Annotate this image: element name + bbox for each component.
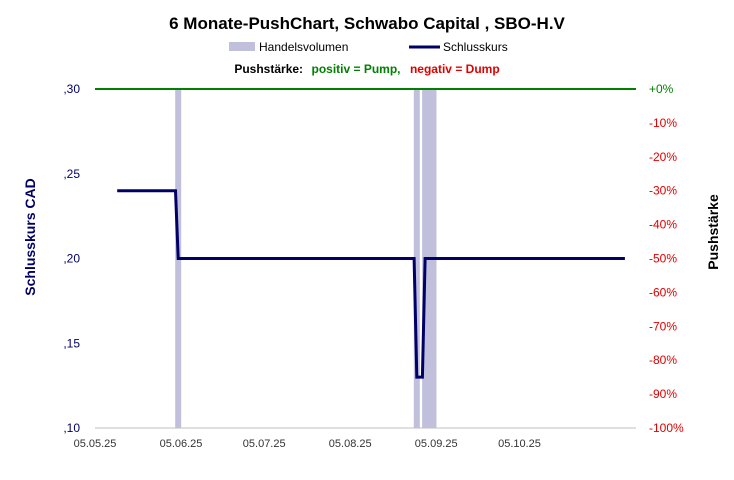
x-tick-3: 05.08.25	[329, 438, 372, 450]
pushstaerke-legend: Pushstärke: positiv = Pump, negativ = Du…	[234, 60, 499, 77]
legend: Handelsvolumen Schlusskurs	[229, 40, 508, 54]
y-tick-right-2: -20%	[649, 150, 677, 164]
pushstaerke-negative: negativ = Dump	[410, 62, 500, 76]
y-tick-left-1: ,25	[63, 167, 80, 181]
x-tick-4: 05.09.25	[415, 438, 458, 450]
y-tick-left-2: ,20	[63, 252, 80, 266]
y-tick-right-1: -10%	[649, 116, 677, 130]
y-tick-right-8: -80%	[649, 353, 677, 367]
series-line-schlusskurs	[117, 189, 625, 379]
x-tick-2: 05.07.25	[243, 438, 286, 450]
y-tick-left-3: ,15	[63, 336, 80, 350]
y-tick-right-7: -70%	[649, 319, 677, 333]
pushstaerke-label: Pushstärke:	[234, 62, 303, 76]
pushstaerke-positive: positiv = Pump,	[312, 62, 401, 76]
y-tick-right-9: -90%	[649, 387, 677, 401]
y-tick-right-5: -50%	[649, 252, 677, 266]
x-ticks: 05.05.25 05.06.25 05.07.25 05.08.25 05.09.25…	[74, 438, 541, 450]
y-ticks-left: ,30 ,25 ,20 ,15 ,10	[63, 82, 80, 435]
y-tick-left-0: ,30	[63, 82, 80, 96]
legend-label-close: Schlusskurs	[443, 40, 508, 54]
legend-label-volume: Handelsvolumen	[259, 40, 348, 54]
x-tick-1: 05.06.25	[160, 438, 203, 450]
y-tick-right-6: -60%	[649, 285, 677, 299]
legend-swatch-volume	[229, 42, 255, 51]
y-axis-label-right: Pushstärke	[705, 194, 721, 270]
y-axis-label-left: Schlusskurs CAD	[22, 178, 38, 295]
y-tick-right-0: +0%	[649, 82, 674, 96]
chart-title: 6 Monate-PushChart, Schwabo Capital , SB…	[169, 14, 565, 33]
x-tick-5: 05.10.25	[498, 438, 541, 450]
y-ticks-right: +0% -10% -20% -30% -40% -50% -60% -70% -80% -90% -…	[649, 82, 684, 435]
volume-bar-1	[413, 89, 420, 428]
x-tick-0: 05.05.25	[74, 438, 117, 450]
y-tick-right-3: -30%	[649, 184, 677, 198]
y-tick-left-4: ,10	[63, 421, 80, 435]
y-tick-right-4: -40%	[649, 218, 677, 232]
y-tick-right-10: -100%	[649, 421, 684, 435]
